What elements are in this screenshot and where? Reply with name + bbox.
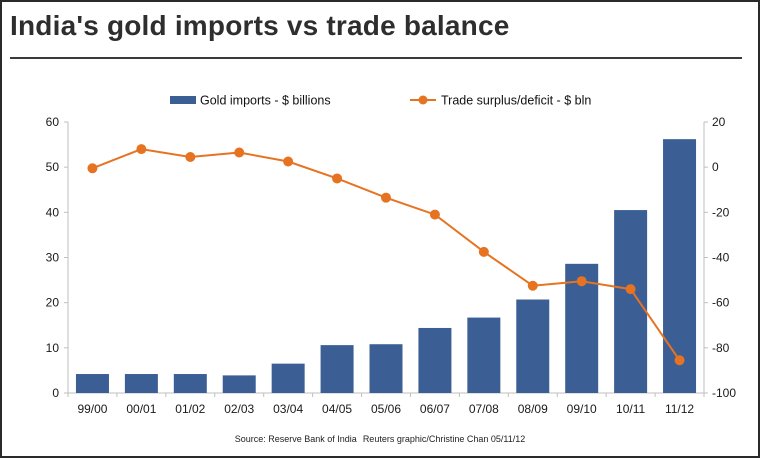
legend-swatch-gold-imports — [170, 96, 196, 104]
x-axis-tick-label: 99/00 — [77, 402, 107, 416]
x-axis-tick-label: 06/07 — [420, 402, 450, 416]
x-axis-tick-label: 01/02 — [175, 402, 205, 416]
bar-gold-imports — [271, 363, 305, 393]
right-axis-tick-label: 20 — [712, 115, 726, 129]
chart-title: India's gold imports vs trade balance — [10, 10, 510, 41]
tick-labels: 0 10 20 30 40 50 60 20 0 -20 -40 -60 -80 -100 99/00 00/… — [46, 115, 737, 416]
point-trade-balance — [87, 163, 98, 174]
bar-gold-imports — [173, 374, 207, 393]
point-trade-balance — [478, 246, 489, 257]
bar-gold-imports — [614, 210, 648, 393]
point-trade-balance — [381, 192, 391, 203]
right-axis-tick-label: -100 — [712, 386, 736, 400]
x-axis-tick-label: 04/05 — [322, 402, 352, 416]
left-axis-tick-label: 0 — [52, 386, 59, 400]
point-trade-balance — [527, 280, 538, 291]
right-axis-tick-label: -40 — [712, 251, 730, 265]
legend: Gold imports - $ billions Trade surplus/… — [170, 94, 591, 108]
point-trade-balance — [136, 144, 147, 155]
left-axis-tick-label: 40 — [46, 205, 60, 219]
x-axis-tick-label: 05/06 — [371, 402, 401, 416]
point-trade-balance — [576, 276, 587, 287]
bar-gold-imports — [663, 139, 697, 393]
legend-label-gold-imports: Gold imports - $ billions — [200, 94, 331, 108]
bar-gold-imports — [222, 375, 256, 393]
bar-gold-imports — [320, 345, 354, 393]
bar-series — [75, 139, 697, 393]
bar-gold-imports — [369, 344, 403, 393]
point-trade-balance — [625, 284, 636, 295]
x-axis-tick-label: 11/12 — [665, 402, 694, 416]
bar-gold-imports — [516, 299, 550, 393]
bar-gold-imports — [418, 327, 452, 393]
legend-label-trade-balance: Trade surplus/deficit - $ bln — [441, 94, 591, 108]
bar-gold-imports — [124, 374, 158, 393]
legend-marker-trade-balance — [418, 95, 428, 105]
x-axis-tick-label: 02/03 — [224, 402, 254, 416]
point-trade-balance — [429, 209, 440, 220]
x-axis-tick-label: 09/10 — [567, 402, 597, 416]
point-trade-balance — [185, 152, 196, 163]
title-divider — [10, 57, 742, 59]
source-text: Source: Reserve Bank of India — [234, 434, 357, 444]
source-note: Source: Reserve Bank of India Reuters gra… — [0, 434, 760, 444]
left-axis-tick-label: 20 — [46, 296, 60, 310]
x-axis-tick-label: 03/04 — [273, 402, 303, 416]
x-axis-tick-label: 07/08 — [469, 402, 499, 416]
point-trade-balance — [674, 355, 685, 366]
point-trade-balance — [234, 147, 245, 158]
left-axis-tick-label: 30 — [46, 251, 60, 265]
x-axis-tick-label: 08/09 — [518, 402, 548, 416]
point-trade-balance — [283, 156, 294, 167]
left-axis-tick-label: 10 — [46, 341, 60, 355]
left-axis-tick-label: 50 — [46, 160, 60, 174]
x-axis-tick-label: 10/11 — [616, 402, 645, 416]
left-axis-tick-label: 60 — [46, 115, 60, 129]
bar-gold-imports — [75, 374, 109, 393]
right-axis-tick-label: -20 — [712, 205, 730, 219]
bar-gold-imports — [467, 317, 501, 393]
x-axis-tick-label: 00/01 — [126, 402, 156, 416]
credit-text: Reuters graphic/Christine Chan 05/11/12 — [362, 434, 526, 444]
point-trade-balance — [332, 173, 343, 184]
right-axis-tick-label: -80 — [712, 341, 730, 355]
line-series — [87, 144, 685, 366]
right-axis-tick-label: -60 — [712, 296, 730, 310]
right-axis-tick-label: 0 — [712, 160, 719, 174]
